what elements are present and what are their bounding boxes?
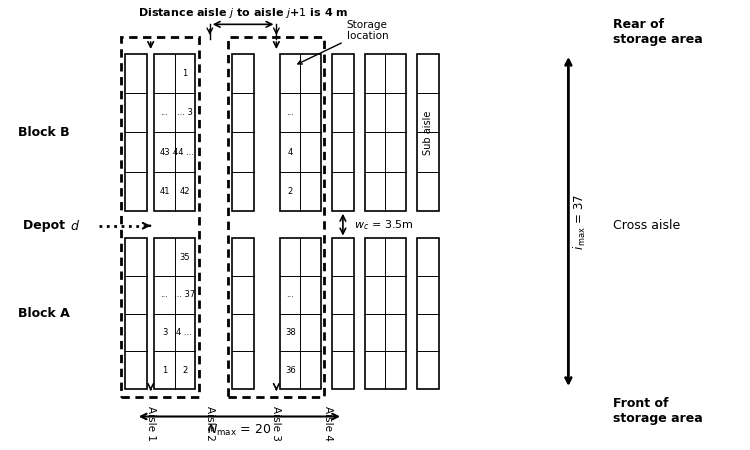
Text: Aisle 2: Aisle 2 <box>205 406 214 441</box>
Text: Block A: Block A <box>17 307 69 320</box>
Bar <box>417 54 439 211</box>
Text: Rear of
storage area: Rear of storage area <box>613 18 703 45</box>
Text: ...: ... <box>160 108 169 117</box>
Bar <box>154 54 195 211</box>
Text: 44 ...: 44 ... <box>173 148 194 157</box>
Bar <box>232 238 254 389</box>
Bar <box>154 238 195 389</box>
Text: 1: 1 <box>182 69 188 78</box>
Text: 4: 4 <box>287 148 292 157</box>
Text: ...: ... <box>286 290 294 299</box>
Text: Sub aisle: Sub aisle <box>423 110 433 155</box>
Bar <box>232 54 254 211</box>
Bar <box>280 54 321 211</box>
Bar <box>124 54 147 211</box>
Text: Aisle 3: Aisle 3 <box>272 406 281 441</box>
Text: $i_{\,\mathrm{max}}$ = 37: $i_{\,\mathrm{max}}$ = 37 <box>572 194 588 250</box>
Bar <box>124 238 147 389</box>
Text: 2: 2 <box>182 366 188 375</box>
Text: Block B: Block B <box>18 126 69 139</box>
Bar <box>365 238 406 389</box>
Text: $d$: $d$ <box>70 219 80 233</box>
Text: $N_{\mathrm{max}}$ = 20: $N_{\mathrm{max}}$ = 20 <box>207 423 272 438</box>
Text: 43: 43 <box>159 148 170 157</box>
Text: Aisle 4: Aisle 4 <box>323 406 333 441</box>
Text: 42: 42 <box>179 187 190 196</box>
Text: 2: 2 <box>287 187 292 196</box>
Text: 3: 3 <box>162 328 167 337</box>
Text: Aisle 1: Aisle 1 <box>146 406 156 441</box>
Text: ...: ... <box>286 108 294 117</box>
Text: Depot: Depot <box>23 219 69 232</box>
Text: $w_c$ = 3.5m: $w_c$ = 3.5m <box>354 218 413 232</box>
Text: ... 37: ... 37 <box>174 290 196 299</box>
Text: Distance aisle $j$ to aisle $j$+$1$ is 4 m: Distance aisle $j$ to aisle $j$+$1$ is 4… <box>138 6 348 20</box>
Text: Cross aisle: Cross aisle <box>613 219 680 232</box>
Text: Front of
storage area: Front of storage area <box>613 397 703 425</box>
Text: 36: 36 <box>285 366 296 375</box>
Bar <box>365 54 406 211</box>
Text: Storage
location: Storage location <box>298 20 388 64</box>
Text: ...: ... <box>160 290 169 299</box>
Text: 41: 41 <box>159 187 170 196</box>
Text: 35: 35 <box>179 253 190 262</box>
Text: 1: 1 <box>162 366 167 375</box>
Bar <box>280 238 321 389</box>
Text: 4 ...: 4 ... <box>176 328 191 337</box>
Text: ... 3: ... 3 <box>177 108 193 117</box>
Bar <box>332 238 354 389</box>
Bar <box>417 238 439 389</box>
Text: 38: 38 <box>285 328 296 337</box>
Bar <box>332 54 354 211</box>
